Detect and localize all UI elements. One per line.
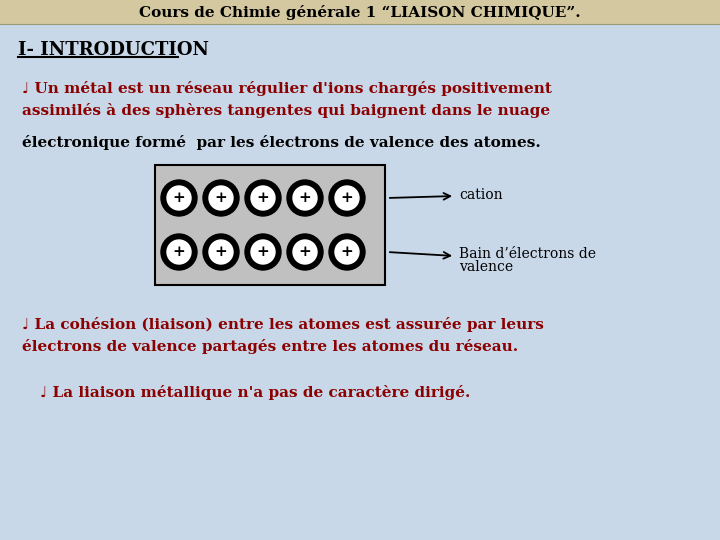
Text: +: +: [341, 245, 354, 259]
Circle shape: [251, 240, 275, 264]
Text: Cours de Chimie générale 1 “LIAISON CHIMIQUE”.: Cours de Chimie générale 1 “LIAISON CHIM…: [139, 4, 581, 19]
Text: +: +: [256, 191, 269, 205]
Text: +: +: [173, 191, 185, 205]
Circle shape: [203, 180, 239, 216]
Circle shape: [161, 180, 197, 216]
Text: I- INTRODUCTION: I- INTRODUCTION: [18, 41, 209, 59]
Circle shape: [209, 186, 233, 210]
Text: +: +: [173, 245, 185, 259]
Circle shape: [329, 180, 365, 216]
Circle shape: [251, 186, 275, 210]
Circle shape: [245, 180, 281, 216]
Circle shape: [287, 180, 323, 216]
Text: ♩ Un métal est un réseau régulier d'ions chargés positivement: ♩ Un métal est un réseau régulier d'ions…: [22, 80, 552, 96]
Text: valence: valence: [459, 260, 513, 274]
Circle shape: [293, 240, 317, 264]
Bar: [155, 165, 385, 285]
Circle shape: [329, 234, 365, 270]
Circle shape: [209, 240, 233, 264]
Circle shape: [161, 234, 197, 270]
Text: électronique formé  par les électrons de valence des atomes.: électronique formé par les électrons de …: [22, 136, 541, 151]
Text: +: +: [299, 245, 311, 259]
Text: +: +: [215, 245, 228, 259]
Text: +: +: [256, 245, 269, 259]
Text: électrons de valence partagés entre les atomes du réseau.: électrons de valence partagés entre les …: [22, 340, 518, 354]
Text: +: +: [341, 191, 354, 205]
Text: cation: cation: [459, 188, 503, 202]
Text: Bain d’électrons de: Bain d’électrons de: [459, 247, 596, 261]
Circle shape: [167, 186, 191, 210]
Text: assimilés à des sphères tangentes qui baignent dans le nuage: assimilés à des sphères tangentes qui ba…: [22, 103, 550, 118]
Text: +: +: [299, 191, 311, 205]
Circle shape: [167, 240, 191, 264]
Circle shape: [335, 240, 359, 264]
Circle shape: [335, 186, 359, 210]
Circle shape: [287, 234, 323, 270]
Circle shape: [203, 234, 239, 270]
Circle shape: [293, 186, 317, 210]
Bar: [0, 0, 720, 24]
Text: ♩ La liaison métallique n'a pas de caractère dirigé.: ♩ La liaison métallique n'a pas de carac…: [40, 386, 470, 401]
Text: +: +: [215, 191, 228, 205]
Text: ♩ La cohésion (liaison) entre les atomes est assurée par leurs: ♩ La cohésion (liaison) entre les atomes…: [22, 318, 544, 333]
Circle shape: [245, 234, 281, 270]
